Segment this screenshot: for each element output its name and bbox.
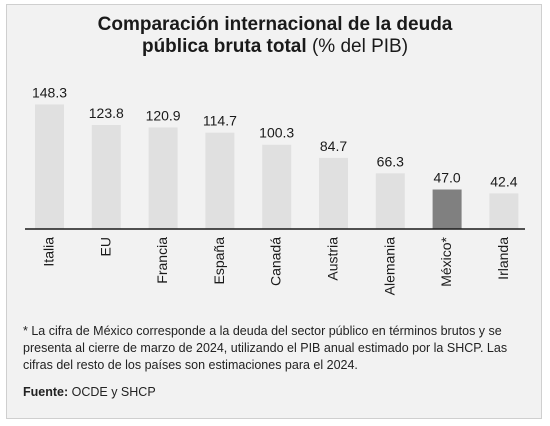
category-label-4: Canadá — [268, 237, 284, 286]
title-line-2-unit: (% del PIB) — [311, 36, 409, 57]
category-label-3: España — [211, 237, 227, 285]
category-label-1: EU — [97, 237, 113, 256]
bar-8 — [489, 193, 519, 229]
title-line-2-bold: pública bruta total — [141, 36, 307, 57]
source-text: OCDE y SHCP — [71, 385, 156, 399]
value-label-0: 148.3 — [32, 84, 67, 100]
bar-2 — [148, 127, 178, 229]
source-line: Fuente: OCDE y SHCP — [23, 385, 156, 399]
bar-0 — [35, 104, 64, 229]
title-line-1: Comparación internacional de la deuda — [97, 14, 453, 35]
value-label-1: 123.8 — [89, 105, 124, 121]
category-label-8: Irlanda — [495, 237, 511, 280]
value-label-2: 120.9 — [146, 107, 181, 123]
bar-7 — [432, 189, 462, 229]
bar-1 — [91, 125, 121, 229]
category-label-6: Alemania — [381, 237, 397, 296]
value-label-6: 66.3 — [377, 153, 404, 169]
bar-chart: 148.3 Italia 123.8 EU 120.9 Francia 114.7 Españ… — [25, 84, 525, 296]
source-label: Fuente: — [23, 385, 69, 399]
value-label-5: 84.7 — [320, 138, 347, 154]
bar-3 — [205, 132, 235, 229]
value-label-8: 42.4 — [490, 173, 517, 189]
category-label-2: Francia — [154, 237, 170, 284]
category-label-0: Italia — [41, 237, 57, 267]
chart-title: Comparación internacional de la deuda pú… — [7, 14, 543, 58]
bar-5 — [319, 157, 348, 229]
category-label-5: Austria — [325, 237, 341, 281]
category-label-7: México* — [438, 236, 454, 286]
value-label-7: 47.0 — [433, 170, 460, 186]
footnote: * La cifra de México corresponde a la de… — [23, 324, 508, 372]
chart-card: Comparación internacional de la deuda pú… — [6, 4, 542, 419]
bar-4 — [262, 144, 292, 229]
value-label-3: 114.7 — [203, 113, 237, 129]
bar-6 — [375, 173, 405, 229]
value-label-4: 100.3 — [259, 125, 294, 141]
